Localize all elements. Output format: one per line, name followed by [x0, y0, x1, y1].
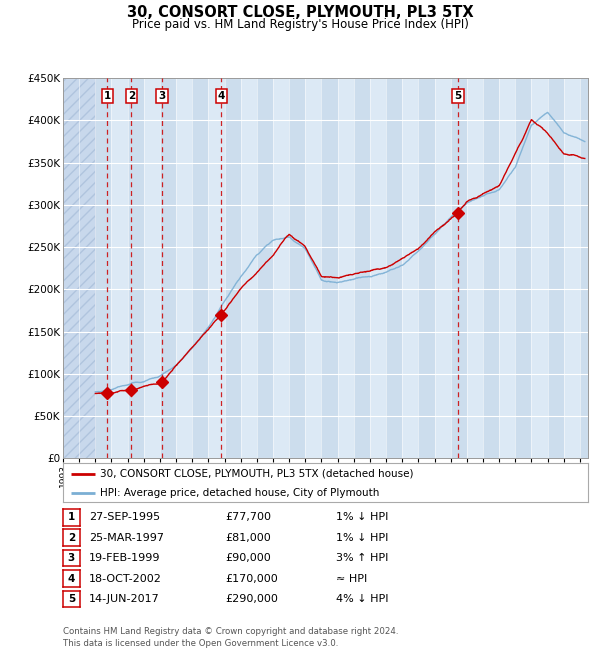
Bar [451, 78, 467, 458]
Bar [273, 78, 289, 458]
Text: 5: 5 [454, 91, 461, 101]
Text: £77,700: £77,700 [225, 512, 271, 522]
Text: 30, CONSORT CLOSE, PLYMOUTH, PL3 5TX (detached house): 30, CONSORT CLOSE, PLYMOUTH, PL3 5TX (de… [100, 469, 413, 478]
Text: 1% ↓ HPI: 1% ↓ HPI [336, 512, 388, 522]
Bar [354, 78, 370, 458]
Text: £170,000: £170,000 [225, 574, 278, 584]
Bar [224, 78, 241, 458]
Bar [63, 78, 95, 458]
Bar [515, 78, 532, 458]
Bar [176, 78, 192, 458]
Text: 14-JUN-2017: 14-JUN-2017 [89, 594, 160, 604]
Bar [483, 78, 499, 458]
Text: 5: 5 [68, 594, 75, 604]
Bar [144, 78, 160, 458]
Text: 19-FEB-1999: 19-FEB-1999 [89, 553, 160, 563]
Text: ≈ HPI: ≈ HPI [336, 574, 367, 584]
Bar [208, 78, 224, 458]
Bar [532, 78, 548, 458]
Bar [192, 78, 208, 458]
Bar [257, 78, 273, 458]
Bar [386, 78, 402, 458]
Bar [241, 78, 257, 458]
Bar [322, 78, 338, 458]
Bar [160, 78, 176, 458]
Text: 18-OCT-2002: 18-OCT-2002 [89, 574, 161, 584]
Text: 4: 4 [218, 91, 225, 101]
Bar [370, 78, 386, 458]
Bar [499, 78, 515, 458]
Text: 27-SEP-1995: 27-SEP-1995 [89, 512, 160, 522]
Bar [580, 78, 596, 458]
Text: Price paid vs. HM Land Registry's House Price Index (HPI): Price paid vs. HM Land Registry's House … [131, 18, 469, 31]
Bar [402, 78, 418, 458]
Bar [434, 78, 451, 458]
Bar [128, 78, 144, 458]
Text: 3% ↑ HPI: 3% ↑ HPI [336, 553, 388, 563]
Bar [338, 78, 354, 458]
Text: 4: 4 [68, 574, 75, 584]
Bar [95, 78, 112, 458]
Text: 1: 1 [104, 91, 111, 101]
Text: 2: 2 [68, 533, 75, 543]
Text: Contains HM Land Registry data © Crown copyright and database right 2024.
This d: Contains HM Land Registry data © Crown c… [63, 627, 398, 648]
Bar [63, 78, 79, 458]
Text: £81,000: £81,000 [225, 533, 271, 543]
Bar [418, 78, 434, 458]
Bar [548, 78, 564, 458]
Text: 2: 2 [128, 91, 135, 101]
Text: £290,000: £290,000 [225, 594, 278, 604]
Text: HPI: Average price, detached house, City of Plymouth: HPI: Average price, detached house, City… [100, 488, 379, 498]
Bar [79, 78, 95, 458]
Text: 4% ↓ HPI: 4% ↓ HPI [336, 594, 389, 604]
Bar [112, 78, 128, 458]
Text: 3: 3 [68, 553, 75, 563]
Text: 30, CONSORT CLOSE, PLYMOUTH, PL3 5TX: 30, CONSORT CLOSE, PLYMOUTH, PL3 5TX [127, 5, 473, 20]
Text: 25-MAR-1997: 25-MAR-1997 [89, 533, 164, 543]
Bar [467, 78, 483, 458]
Text: 3: 3 [158, 91, 166, 101]
Bar [564, 78, 580, 458]
Text: 1: 1 [68, 512, 75, 522]
Bar [289, 78, 305, 458]
Text: £90,000: £90,000 [225, 553, 271, 563]
Text: 1% ↓ HPI: 1% ↓ HPI [336, 533, 388, 543]
Bar [305, 78, 322, 458]
